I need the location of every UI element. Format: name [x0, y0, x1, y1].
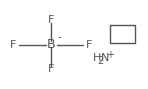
Text: +: +	[106, 50, 114, 60]
Text: F: F	[48, 15, 54, 25]
Text: H: H	[93, 53, 101, 63]
Text: 2: 2	[97, 56, 103, 66]
Text: F: F	[48, 64, 54, 74]
Text: F: F	[86, 40, 92, 49]
Text: B: B	[47, 38, 56, 51]
Text: -: -	[57, 32, 61, 42]
Text: F: F	[10, 40, 17, 49]
Text: N: N	[101, 53, 109, 63]
